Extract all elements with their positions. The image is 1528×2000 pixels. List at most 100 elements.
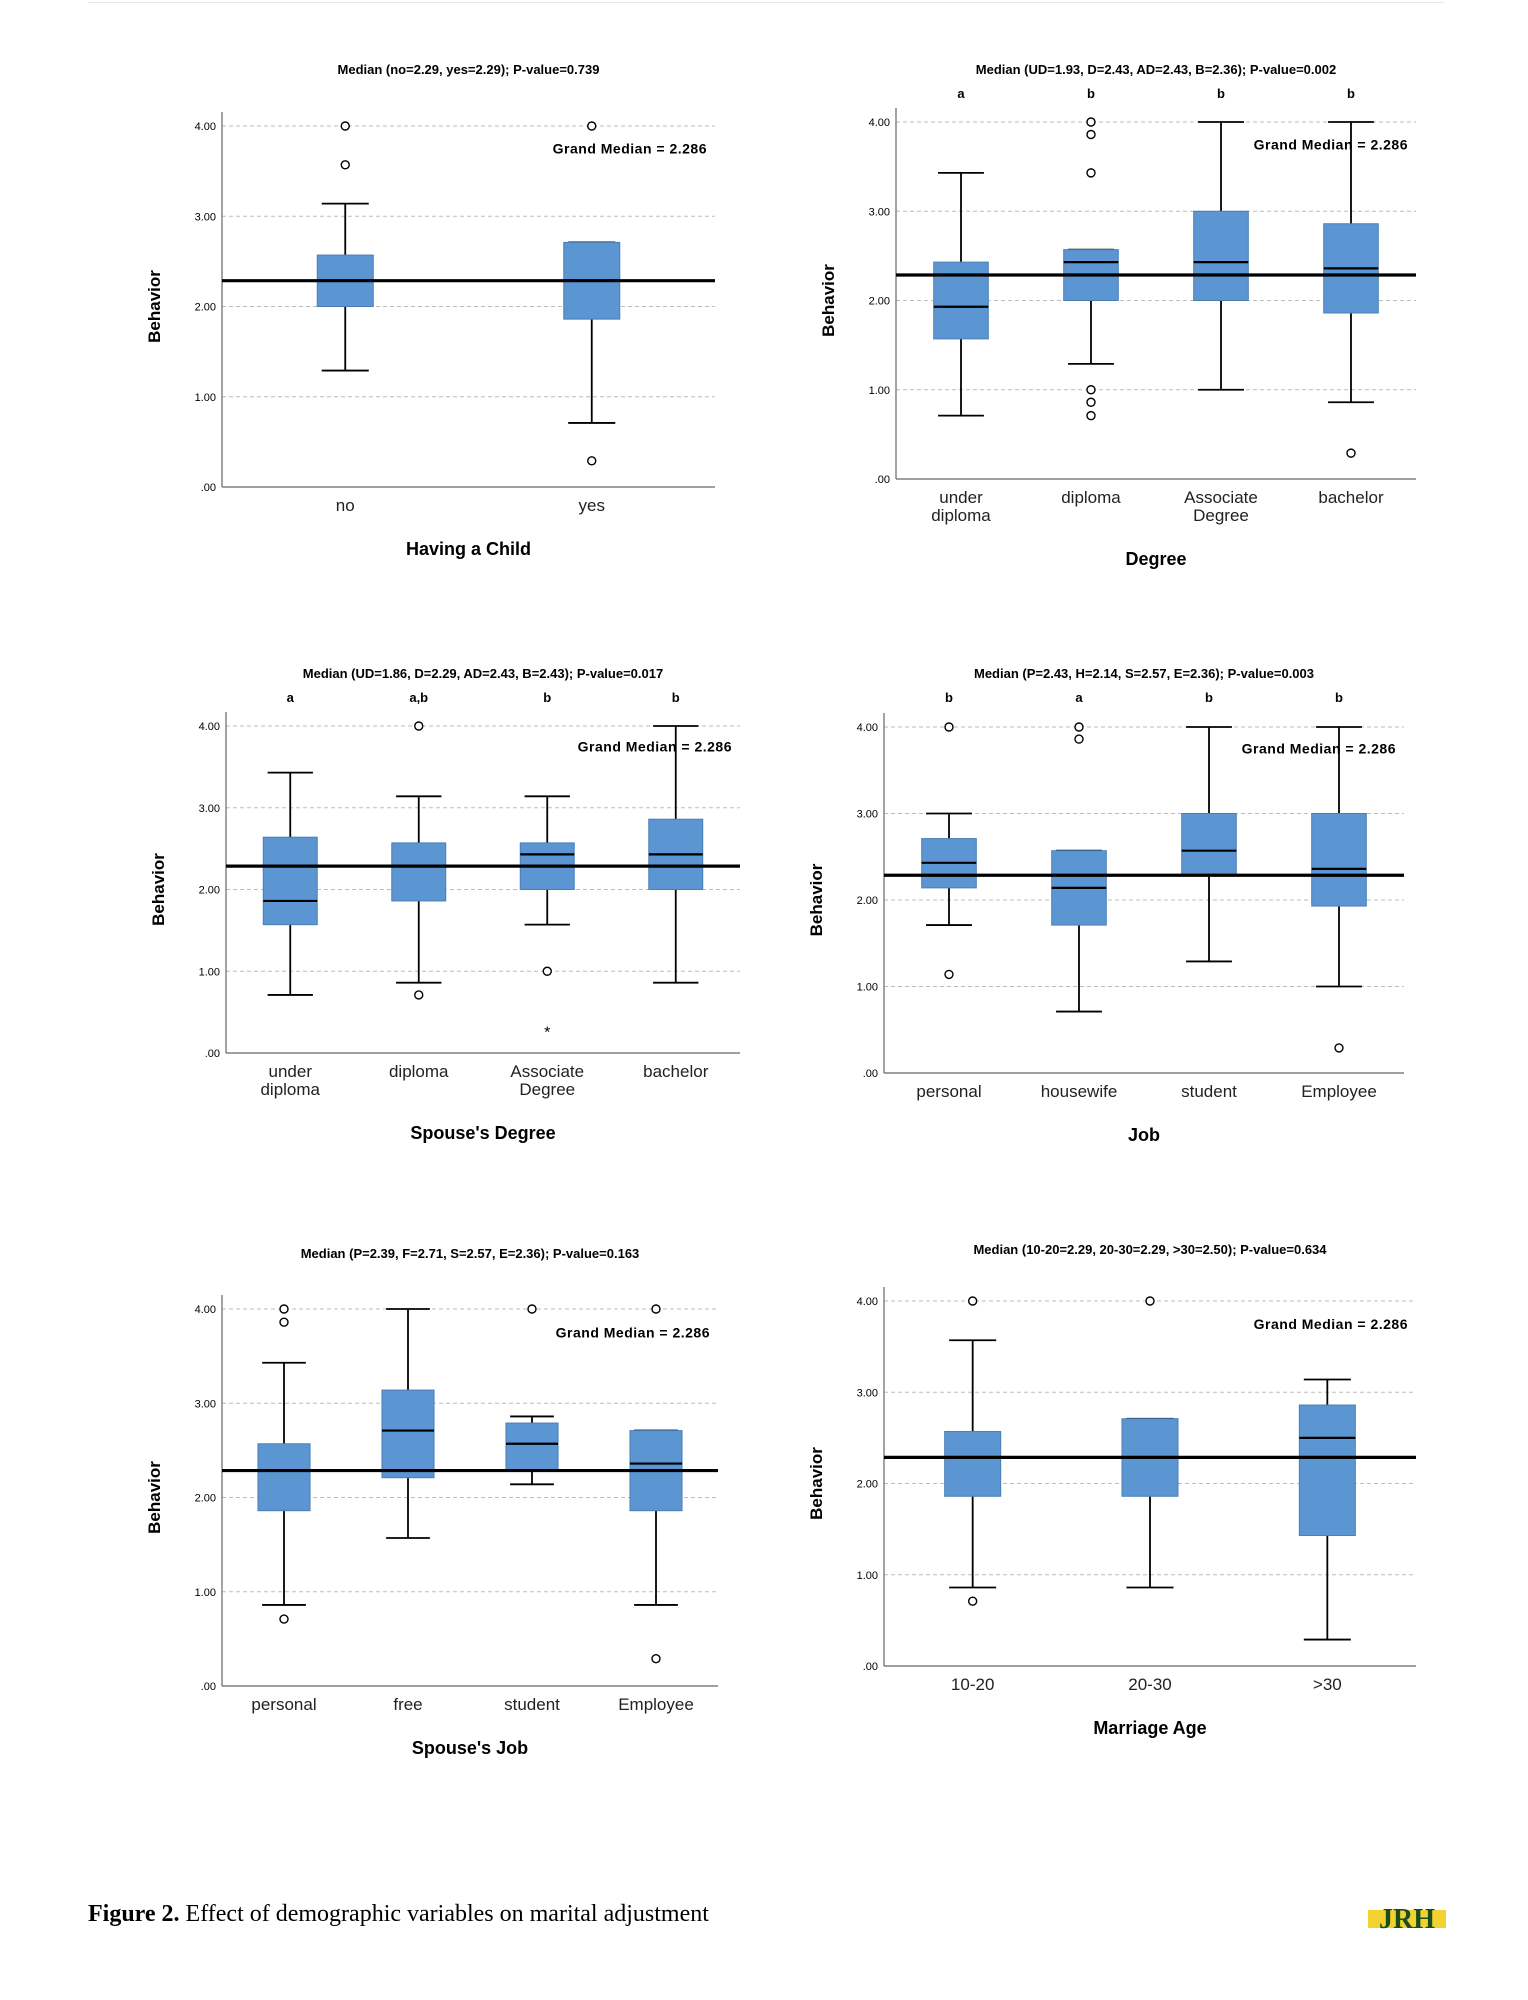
x-tick-label: Employee [1301,1082,1377,1101]
group-letter: b [1347,86,1355,101]
outlier-point [1086,397,1096,407]
box [381,1389,435,1479]
extreme-point: * [544,1024,550,1041]
y-tick-label: .00 [863,1068,878,1080]
x-tick-label: personal [251,1695,316,1714]
box [391,842,447,902]
y-tick-label: .00 [201,1681,216,1693]
x-tick-label: diploma [931,506,991,525]
x-tick-label: yes [579,496,605,515]
outlier-point [651,1653,661,1664]
y-tick-label: 3.00 [857,809,878,821]
grand-median-label: Grand Median = 2.286 [578,738,732,754]
y-tick-label: .00 [205,1048,220,1060]
caption-label: Figure 2. [88,1901,180,1927]
y-tick-label: 4.00 [857,722,878,734]
y-tick-label: 4.00 [195,1304,216,1316]
y-tick-label: 1.00 [199,966,220,978]
group-letter: a,b [409,690,428,705]
grand-median-label: Grand Median = 2.286 [1254,1316,1408,1332]
outlier-point [279,1614,289,1624]
chart-title: Median (no=2.29, yes=2.29); P-value=0.73… [338,62,600,77]
group-letter: b [1205,690,1213,705]
x-tick-label: bachelor [1318,488,1384,507]
chart-title: Median (P=2.43, H=2.14, S=2.57, E=2.36);… [974,666,1314,681]
box [1193,210,1249,301]
outlier-point [587,121,597,131]
outlier-point [279,1304,289,1314]
y-tick-label: 3.00 [199,803,220,815]
outlier-point [1086,410,1096,421]
x-axis-label: Spouse's Degree [410,1123,555,1143]
x-axis-label: Degree [1125,549,1186,569]
y-tick-label: 1.00 [857,1570,878,1582]
outlier-point [1086,385,1096,395]
outlier-point [1074,734,1084,744]
outlier-point [944,969,954,980]
group-letter: a [957,86,965,101]
outlier-point [1145,1296,1155,1306]
y-tick-label: 3.00 [857,1387,878,1399]
group-letter: b [672,690,680,705]
y-tick-label: 2.00 [195,302,216,314]
group-letter: b [1335,690,1343,705]
figure-caption: Figure 2. Effect of demographic variable… [88,1901,709,1928]
group-letter: b [543,690,551,705]
y-tick-label: 1.00 [195,392,216,404]
outlier-point [1086,168,1096,178]
outlier-point [527,1304,537,1314]
x-tick-label: diploma [389,1062,449,1081]
chart-title: Median (P=2.39, F=2.71, S=2.57, E=2.36);… [301,1246,640,1261]
y-axis-label: Behavior [807,863,826,936]
y-axis-label: Behavior [145,270,164,343]
y-tick-label: 3.00 [869,206,890,218]
x-tick-label: Associate [1184,488,1258,507]
y-tick-label: 3.00 [195,1398,216,1410]
y-tick-label: .00 [875,474,890,486]
box [257,1443,311,1512]
y-tick-label: .00 [201,482,216,494]
x-tick-label: no [336,496,355,515]
grand-median-label: Grand Median = 2.286 [556,1325,710,1341]
y-tick-label: 2.00 [199,885,220,897]
y-tick-label: 4.00 [195,121,216,133]
y-tick-label: 1.00 [869,385,890,397]
outlier-point [1074,722,1084,732]
figure-area: Median (no=2.29, yes=2.29); P-value=0.73… [145,62,1416,1758]
chart-title: Median (10-20=2.29, 20-30=2.29, >30=2.50… [973,1242,1327,1257]
x-tick-label: under [269,1062,313,1081]
x-tick-label: bachelor [643,1062,709,1081]
x-tick-label: Degree [519,1080,575,1099]
y-tick-label: 2.00 [857,895,878,907]
x-tick-label: Associate [510,1062,584,1081]
outlier-point [1346,448,1356,458]
x-tick-label: Degree [1193,506,1249,525]
y-axis-label: Behavior [819,264,838,337]
box [262,836,318,926]
y-axis-label: Behavior [145,1461,164,1534]
outlier-point [340,121,350,131]
y-tick-label: 2.00 [869,296,890,308]
outlier-point [1086,117,1096,127]
outlier-point [340,160,350,170]
outlier-point [967,1596,978,1606]
x-tick-label: 10-20 [951,1675,994,1694]
top-rule [88,2,1444,3]
group-letter: b [1087,86,1095,101]
y-axis-label: Behavior [149,853,168,926]
x-tick-label: Employee [618,1695,694,1714]
y-tick-label: 2.00 [857,1479,878,1491]
x-tick-label: diploma [260,1080,320,1099]
outlier-point [542,966,552,976]
y-tick-label: 1.00 [195,1587,216,1599]
y-tick-label: 4.00 [199,721,220,733]
outlier-point [414,990,424,1000]
group-letter: b [1217,86,1225,101]
x-axis-label: Job [1128,1125,1160,1145]
x-axis-label: Having a Child [406,539,531,559]
x-tick-label: 20-30 [1128,1675,1171,1694]
grand-median-label: Grand Median = 2.286 [553,141,707,157]
outlier-point [587,456,597,466]
